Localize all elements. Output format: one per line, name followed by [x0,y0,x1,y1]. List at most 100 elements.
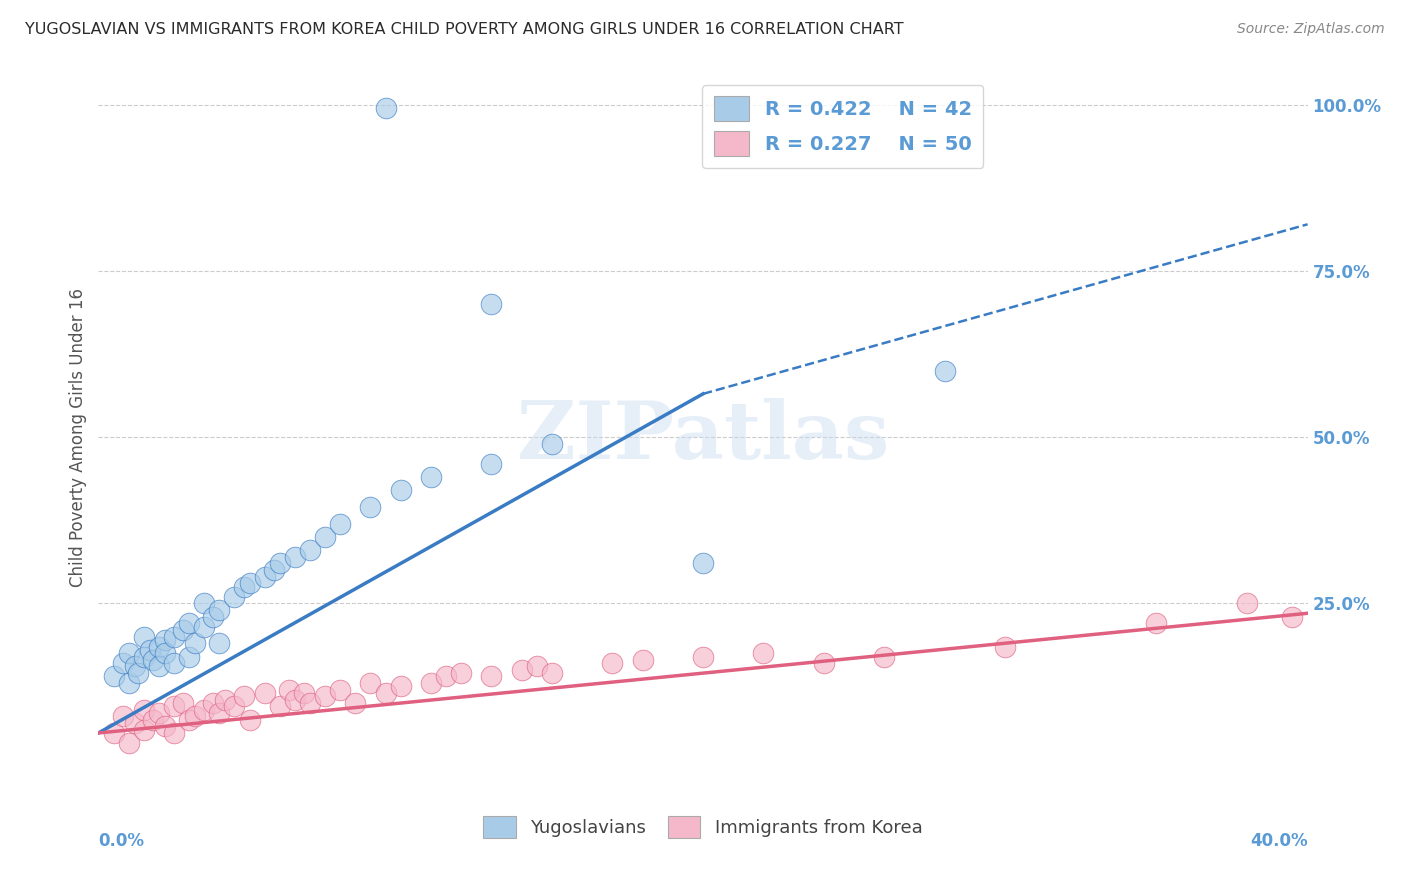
Point [208,706,231,720]
Text: YUGOSLAVIAN VS IMMIGRANTS FROM KOREA CHILD POVERTY AMONG GIRLS UNDER 16 CORRELAT: YUGOSLAVIAN VS IMMIGRANTS FROM KOREA CHI… [25,22,904,37]
Point [193,619,215,633]
Point [374,686,396,700]
Point [263,563,285,577]
Point [510,663,533,677]
Point [163,630,186,644]
Point [813,656,835,670]
Point [153,646,176,660]
Point [389,680,412,694]
Point [202,609,225,624]
Point [193,703,215,717]
Point [193,596,215,610]
Point [602,656,624,670]
Point [314,690,336,704]
Point [208,603,231,617]
Point [232,690,254,704]
Point [124,659,146,673]
Legend: Yugoslavians, Immigrants from Korea: Yugoslavians, Immigrants from Korea [477,808,929,845]
Point [752,646,775,660]
Point [214,692,236,706]
Point [692,649,714,664]
Text: 40.0%: 40.0% [1250,832,1308,850]
Point [232,580,254,594]
Point [224,699,246,714]
Point [994,640,1017,654]
Point [692,557,714,571]
Point [481,457,503,471]
Point [269,699,291,714]
Point [344,696,367,710]
Point [360,676,382,690]
Point [374,101,396,115]
Point [389,483,412,498]
Point [142,653,165,667]
Point [184,709,207,723]
Point [153,632,176,647]
Point [124,716,146,731]
Y-axis label: Child Poverty Among Girls Under 16: Child Poverty Among Girls Under 16 [69,287,87,587]
Point [631,653,654,667]
Point [202,696,225,710]
Point [224,590,246,604]
Point [239,713,262,727]
Point [179,713,201,727]
Point [284,549,307,564]
Text: Source: ZipAtlas.com: Source: ZipAtlas.com [1237,22,1385,37]
Point [526,659,548,673]
Point [118,736,141,750]
Point [179,649,201,664]
Point [299,696,322,710]
Point [142,713,165,727]
Point [1144,616,1167,631]
Point [450,666,472,681]
Text: ZIPatlas: ZIPatlas [517,398,889,476]
Point [132,649,155,664]
Point [1236,596,1258,610]
Point [329,516,352,531]
Point [239,576,262,591]
Point [360,500,382,514]
Point [127,666,149,681]
Point [284,692,307,706]
Point [481,669,503,683]
Point [540,666,562,681]
Point [111,709,134,723]
Point [132,703,155,717]
Point [139,643,162,657]
Point [118,646,141,660]
Point [103,669,125,683]
Point [172,623,194,637]
Point [184,636,207,650]
Point [148,659,170,673]
Text: 0.0%: 0.0% [98,832,145,850]
Point [299,543,322,558]
Point [481,297,503,311]
Point [163,699,186,714]
Point [253,570,276,584]
Point [163,656,186,670]
Point [434,669,457,683]
Point [103,726,125,740]
Point [148,706,170,720]
Point [540,436,562,450]
Point [873,649,896,664]
Point [253,686,276,700]
Point [118,676,141,690]
Point [153,719,176,733]
Point [179,616,201,631]
Point [132,723,155,737]
Point [329,682,352,697]
Point [163,726,186,740]
Point [277,682,299,697]
Point [314,530,336,544]
Point [148,640,170,654]
Point [934,363,956,377]
Point [420,470,443,484]
Point [269,557,291,571]
Point [111,656,134,670]
Point [208,636,231,650]
Point [292,686,315,700]
Point [420,676,443,690]
Point [172,696,194,710]
Point [132,630,155,644]
